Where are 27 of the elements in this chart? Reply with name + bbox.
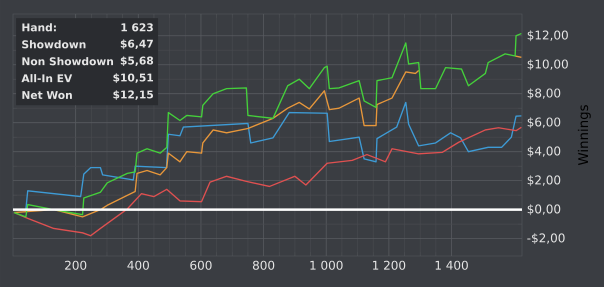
annotation: Showdown xyxy=(22,40,86,48)
annotation: $6,47 xyxy=(120,39,153,50)
annotation: All-In EV xyxy=(21,74,72,82)
y-tick-label: $10,00 xyxy=(528,59,568,70)
x-tick-label: 1 200 xyxy=(373,260,406,270)
y-axis-title: Winnings xyxy=(578,105,591,166)
annotation: $12,15 xyxy=(113,90,153,100)
annotation: Hand: xyxy=(22,23,56,32)
annotation: $5,68 xyxy=(120,56,154,66)
x-tick-label: 1 400 xyxy=(436,260,468,270)
x-tick-label: 400 xyxy=(127,260,149,270)
annotation: Non Showdown xyxy=(22,57,114,66)
annotation: 1 623 xyxy=(122,23,153,32)
x-tick-label: 800 xyxy=(252,260,274,270)
y-tick-label: $4,00 xyxy=(528,146,560,158)
y-tick-label: -$2,00 xyxy=(527,233,565,244)
x-tick-label: 600 xyxy=(190,260,212,270)
y-tick-label: $12,00 xyxy=(528,30,568,42)
line-series xyxy=(13,126,522,236)
y-tick-label: $0,00 xyxy=(528,204,560,216)
annotation: Net Won xyxy=(22,91,72,100)
x-tick-label: 1 000 xyxy=(310,260,343,270)
annotation: $10,51 xyxy=(113,73,154,83)
y-tick-label: $6,00 xyxy=(528,117,560,128)
y-tick-label: $8,00 xyxy=(528,88,560,100)
x-tick-label: 200 xyxy=(65,260,86,270)
y-tick-label: $2,00 xyxy=(528,175,560,186)
